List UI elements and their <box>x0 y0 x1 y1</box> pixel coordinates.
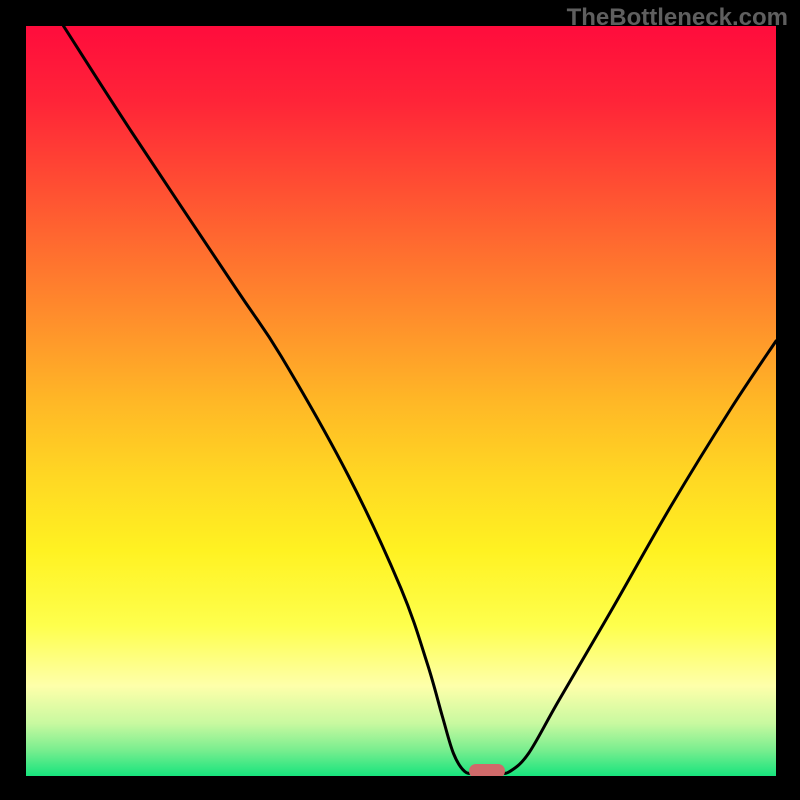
plot-area <box>26 26 776 776</box>
optimum-marker <box>469 764 505 776</box>
source-watermark: TheBottleneck.com <box>567 4 788 32</box>
chart-frame: TheBottleneck.com <box>0 0 800 800</box>
bottleneck-curve <box>26 26 776 776</box>
